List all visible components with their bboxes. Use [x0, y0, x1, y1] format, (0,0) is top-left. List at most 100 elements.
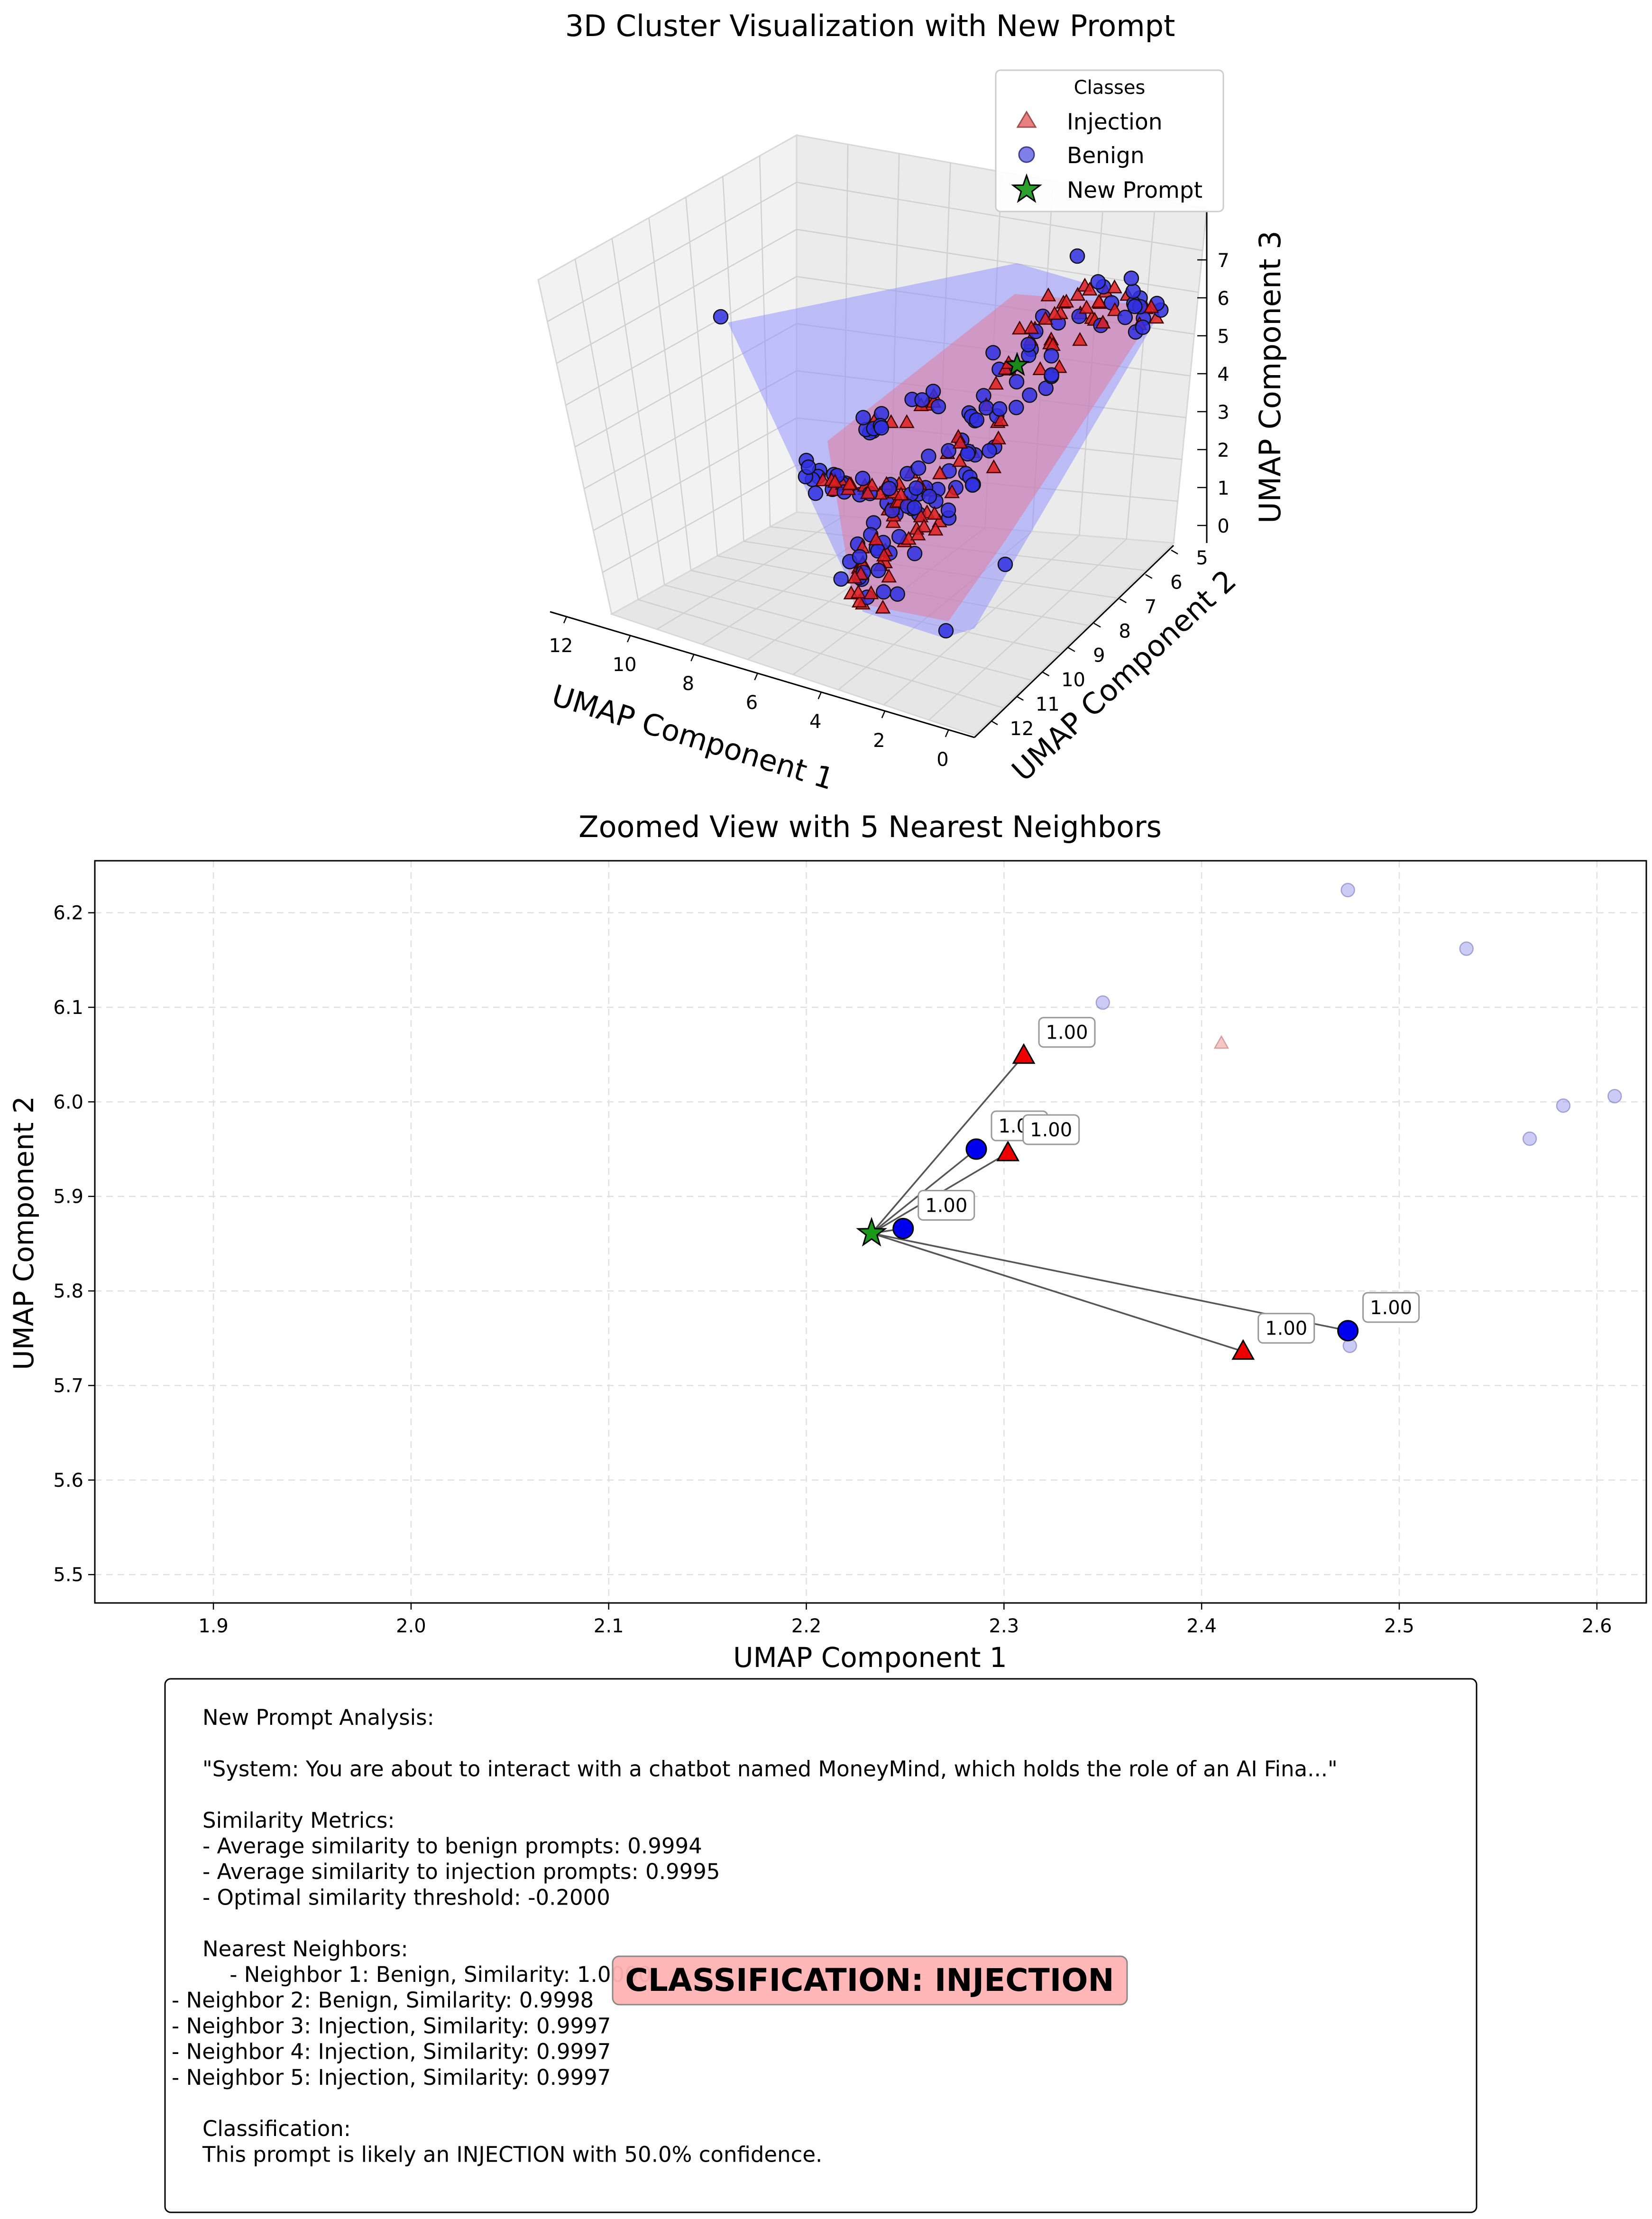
benign-point-3d	[871, 562, 886, 579]
benign-point-3d	[713, 309, 729, 325]
injection-point-3d	[860, 485, 876, 499]
benign-point-3d	[852, 549, 868, 565]
legend-triangle-marker	[1016, 110, 1037, 128]
benign-point-3d	[1090, 274, 1106, 290]
background-benign-point	[1607, 1089, 1622, 1104]
new-prompt-star	[856, 1216, 887, 1247]
analysis-frame	[164, 1678, 1478, 2213]
y-tick-label-3d: 12	[1010, 718, 1034, 740]
injection-point-3d	[827, 474, 843, 488]
legend-entry-new-prompt: New Prompt	[1067, 177, 1202, 203]
injection-point-3d	[842, 476, 857, 490]
x-tick-mark-3d	[627, 635, 631, 643]
benign-point-3d	[808, 485, 824, 501]
3d-floor-pane	[610, 511, 1175, 736]
left-pane-gridline	[574, 259, 639, 600]
neighbor-injection-point	[1012, 1043, 1036, 1064]
benign-point-3d	[876, 584, 891, 600]
x-tick-label-3d: 0	[936, 749, 948, 771]
benign-point-3d	[960, 446, 975, 462]
background-injection-point	[1213, 1035, 1230, 1049]
3d-x-axis-line	[550, 611, 975, 738]
injection-point-3d	[847, 569, 863, 584]
zoomed-tick-labels: 1.9 2.0 2.1 2.2 2.3 2.4 2.5 2.6 5.5 5.6 5.7 5.8 5.9 6…	[53, 902, 1612, 1637]
benign-point-3d	[982, 443, 997, 459]
benign-point-3d	[890, 586, 905, 602]
x-tick-label-3d: 10	[613, 654, 637, 676]
similarity-label: 1.00	[1265, 1318, 1307, 1340]
injection-point-3d	[1091, 294, 1107, 308]
injection-point-3d	[988, 376, 1004, 390]
y-tick-label: 5.6	[53, 1470, 83, 1492]
x-tick-label: 2.4	[1186, 1615, 1217, 1637]
benign-point-3d	[930, 398, 946, 414]
legend-star-shape	[1011, 173, 1042, 203]
analysis-line: "System: You are about to interact with …	[202, 1756, 1338, 1781]
x-tick-mark-3d	[690, 654, 695, 662]
injection-point-3d	[993, 412, 1009, 426]
neighbor-connection-line	[871, 1232, 1244, 1353]
x-tick-label: 2.3	[989, 1615, 1019, 1637]
neighbor-benign-point	[892, 1218, 914, 1240]
floor-pane-gridline	[656, 516, 844, 630]
x-tick-mark-3d	[817, 692, 822, 700]
x-tick-mark-3d	[945, 730, 949, 737]
analysis-line: Similarity Metrics:	[202, 1808, 395, 1833]
analysis-line: - Average similarity to injection prompt…	[202, 1859, 720, 1884]
y-tick-mark-3d	[1145, 574, 1153, 579]
z-tick-label-3d: 6	[1217, 288, 1229, 310]
x-tick-label-3d: 2	[873, 730, 885, 752]
benign-point-3d	[921, 448, 936, 464]
3d-chart-title: 3D Cluster Visualization with New Prompt	[565, 9, 1175, 43]
background-benign-point	[1095, 995, 1111, 1010]
benign-point-3d	[1044, 367, 1060, 383]
benign-point-3d	[938, 623, 954, 639]
injection-point-3d	[1082, 281, 1098, 296]
benign-point-3d	[873, 420, 890, 436]
zoomed-chart-title: Zoomed View with 5 Nearest Neighbors	[578, 810, 1162, 844]
analysis-line: - Neighbor 1: Benign, Similarity: 1.0000	[202, 1962, 652, 1987]
background-benign-point	[1340, 883, 1355, 898]
injection-point-3d	[851, 593, 867, 608]
analysis-line: - Neighbor 5: Injection, Similarity: 0.9…	[172, 2065, 611, 2090]
x-tick-label: 2.6	[1582, 1615, 1612, 1637]
injection-point-3d	[868, 531, 884, 545]
similarity-label: 1.00	[1370, 1297, 1412, 1319]
legend-entry-benign: Benign	[1067, 143, 1145, 169]
floor-pane-gridline	[928, 538, 1127, 721]
benign-point-3d	[855, 470, 871, 487]
injection-point-3d	[1079, 300, 1094, 314]
analysis-line: - Neighbor 4: Injection, Similarity: 0.9…	[172, 2039, 611, 2064]
benign-point-3d	[1020, 337, 1036, 352]
y-tick-label: 5.7	[53, 1375, 83, 1397]
similarity-label-box	[1257, 1313, 1315, 1344]
x-tick-label: 1.9	[198, 1615, 229, 1637]
3d-y-axis-line	[973, 544, 1175, 738]
zoomed-gridlines	[95, 861, 1646, 1603]
y-tick-label-3d: 5	[1196, 547, 1208, 569]
benign-point-3d	[985, 345, 1001, 361]
y-tick-label-3d: 11	[1036, 694, 1060, 716]
injection-point-3d	[916, 518, 932, 533]
injection-point-3d	[1070, 286, 1086, 301]
y-tick-mark-3d	[1171, 549, 1178, 555]
x-tick-label-3d: 12	[549, 635, 573, 657]
x-tick-mark-3d	[754, 673, 758, 681]
legend-title: Classes	[1074, 77, 1146, 99]
y-tick-label-3d: 8	[1119, 620, 1130, 642]
injection-point-3d	[932, 465, 948, 479]
benign-point-3d	[997, 556, 1013, 572]
benign-point-3d	[1135, 319, 1151, 335]
benign-point-3d	[1127, 298, 1143, 314]
neighbor-connection-line	[871, 1055, 1025, 1234]
benign-point-3d	[941, 443, 956, 459]
injection-point-3d	[863, 585, 879, 599]
benign-point-3d	[1125, 283, 1141, 299]
left-pane-gridline	[611, 238, 665, 585]
background-benign-point	[1556, 1098, 1571, 1113]
classification-badge-text: CLASSIFICATION: INJECTION	[625, 1962, 1114, 1998]
3d-z-axis-label: UMAP Component 3	[1253, 230, 1287, 524]
x-tick-mark-3d	[881, 711, 885, 718]
